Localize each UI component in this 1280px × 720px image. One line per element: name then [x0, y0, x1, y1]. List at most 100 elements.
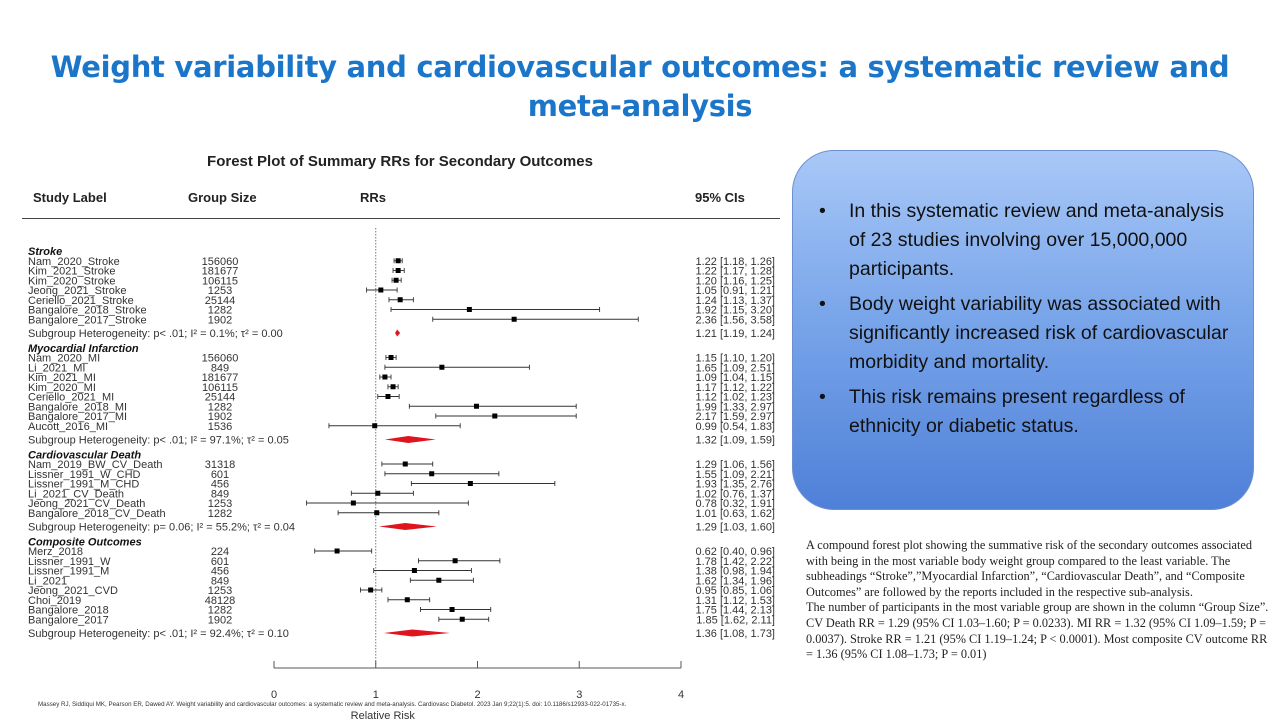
group-size: 48128: [205, 595, 236, 607]
point-estimate: [402, 461, 408, 467]
group-size: 106115: [202, 275, 238, 287]
ci-text: 1.09 [1.04, 1.15]: [695, 372, 775, 384]
ci-text: 1.12 [1.02, 1.23]: [695, 392, 775, 404]
ci-text: 1.31 [1.12, 1.53]: [695, 595, 775, 607]
point-estimate: [439, 364, 445, 370]
summary-diamond: [383, 629, 451, 637]
ci-text: 1.92 [1.15, 3.20]: [695, 305, 775, 317]
ci-text: 1.05 [0.91, 1.21]: [695, 285, 775, 297]
study-label: Kim_2021_MI: [28, 372, 96, 384]
study-label: Bangalore_2018_Stroke: [28, 305, 147, 317]
point-estimate: [436, 577, 442, 583]
point-estimate: [449, 607, 455, 612]
x-tick-label: 0: [271, 689, 277, 701]
point-estimate: [404, 597, 410, 603]
study-label: Nam_2019_BW_CV_Death: [28, 459, 163, 471]
group-size: 1253: [208, 285, 232, 297]
finding-bullet: This risk remains present regardless of …: [817, 383, 1229, 441]
column-header-group-size: Group Size: [188, 190, 257, 205]
ci-text: 1.78 [1.42, 2.22]: [695, 556, 775, 568]
point-estimate: [378, 287, 384, 293]
group-size: 849: [211, 362, 229, 374]
ci-text: 1.85 [1.62, 2.11]: [696, 614, 775, 626]
group-heading: Stroke: [28, 246, 62, 258]
group-size: 601: [211, 469, 229, 481]
group-size: 1902: [208, 411, 232, 423]
ci-text: 1.22 [1.18, 1.26]: [695, 256, 775, 268]
group-heading: Cardiovascular Death: [28, 449, 141, 461]
ci-text: 1.62 [1.34, 1.96]: [695, 575, 775, 587]
group-size: 31318: [205, 459, 236, 471]
summary-diamond: [395, 329, 401, 337]
group-size: 224: [211, 546, 229, 558]
ci-text: 1.65 [1.09, 2.51]: [695, 362, 775, 374]
study-label: Kim_2021_Stroke: [28, 266, 115, 278]
x-axis-label: Relative Risk: [351, 710, 416, 720]
study-label: Bangalore_2018_CV_Death: [28, 508, 166, 520]
x-tick-label: 4: [678, 689, 684, 701]
study-label: Lissner_1991_M_CHD: [28, 479, 139, 491]
group-size: 849: [211, 575, 229, 587]
group-heading: Composite Outcomes: [28, 536, 142, 548]
point-estimate: [368, 587, 374, 593]
group-size: 25144: [205, 392, 236, 404]
study-label: Nam_2020_Stroke: [28, 256, 120, 268]
group-size: 1536: [208, 421, 232, 433]
study-label: Jeong_2021_CVD: [28, 585, 118, 597]
ci-text: 1.75 [1.44, 2.13]: [695, 605, 775, 617]
point-estimate: [350, 500, 356, 506]
point-estimate: [382, 374, 388, 380]
summary-ci-text: 1.21 [1.19, 1.24]: [695, 328, 775, 340]
subgroup-heterogeneity: Subgroup Heterogeneity: p= 0.06; I² = 55…: [28, 522, 295, 534]
study-label: Jeong_2021_Stroke: [28, 285, 126, 297]
summary-ci-text: 1.36 [1.08, 1.73]: [695, 628, 775, 640]
subgroup-heterogeneity: Subgroup Heterogeneity: p< .01; I² = 0.1…: [28, 328, 283, 340]
point-estimate: [388, 355, 394, 360]
ci-text: 0.99 [0.54, 1.83]: [695, 421, 775, 433]
point-estimate: [390, 384, 396, 390]
group-size: 849: [211, 488, 229, 500]
ci-text: 1.29 [1.06, 1.56]: [695, 459, 775, 471]
study-label: Li_2021_MI: [28, 362, 86, 374]
x-tick-label: 1: [373, 689, 379, 701]
group-size: 1902: [208, 614, 232, 626]
study-label: Kim_2020_Stroke: [28, 275, 115, 287]
x-tick-label: 2: [474, 689, 480, 701]
group-size: 456: [211, 479, 229, 491]
study-label: Nam_2020_MI: [28, 353, 100, 365]
group-size: 1282: [208, 305, 232, 317]
ci-text: 0.78 [0.32, 1.91]: [695, 498, 775, 510]
finding-bullet: Body weight variability was associated w…: [817, 290, 1229, 377]
study-label: Lissner_1991_W: [28, 556, 111, 568]
point-estimate: [393, 277, 399, 283]
ci-text: 1.55 [1.09, 2.21]: [695, 469, 775, 481]
point-estimate: [375, 490, 381, 496]
study-label: Lissner_1991_W_CHD: [28, 469, 141, 481]
point-estimate: [374, 510, 380, 516]
summary-diamond: [378, 523, 437, 530]
point-estimate: [492, 413, 498, 419]
study-label: Kim_2020_MI: [28, 382, 96, 394]
point-estimate: [395, 268, 401, 273]
x-tick-label: 3: [576, 689, 582, 701]
study-label: Jeong_2021_CV_Death: [28, 498, 145, 510]
point-estimate: [334, 548, 340, 554]
study-label: Bangalore_2017_MI: [28, 411, 127, 423]
group-size: 456: [211, 566, 229, 578]
point-estimate: [452, 558, 458, 564]
ci-text: 1.17 [1.12, 1.22]: [695, 382, 775, 394]
citation: Massey RJ, Siddiqui MK, Pearson ER, Dawe…: [38, 701, 627, 708]
point-estimate: [473, 403, 479, 409]
group-size: 1253: [208, 498, 232, 510]
study-label: Lissner_1991_M: [28, 566, 109, 578]
study-label: Bangalore_2017_Stroke: [28, 314, 147, 326]
study-label: Ceriello_2021_MI: [28, 392, 114, 404]
study-label: Merz_2018: [28, 546, 83, 558]
column-header-rrs: RRs: [360, 190, 387, 205]
point-estimate: [395, 258, 401, 264]
point-estimate: [467, 481, 473, 486]
group-size: 1282: [208, 508, 232, 520]
point-estimate: [411, 568, 417, 573]
subgroup-heterogeneity: Subgroup Heterogeneity: p< .01; I² = 92.…: [28, 628, 289, 640]
